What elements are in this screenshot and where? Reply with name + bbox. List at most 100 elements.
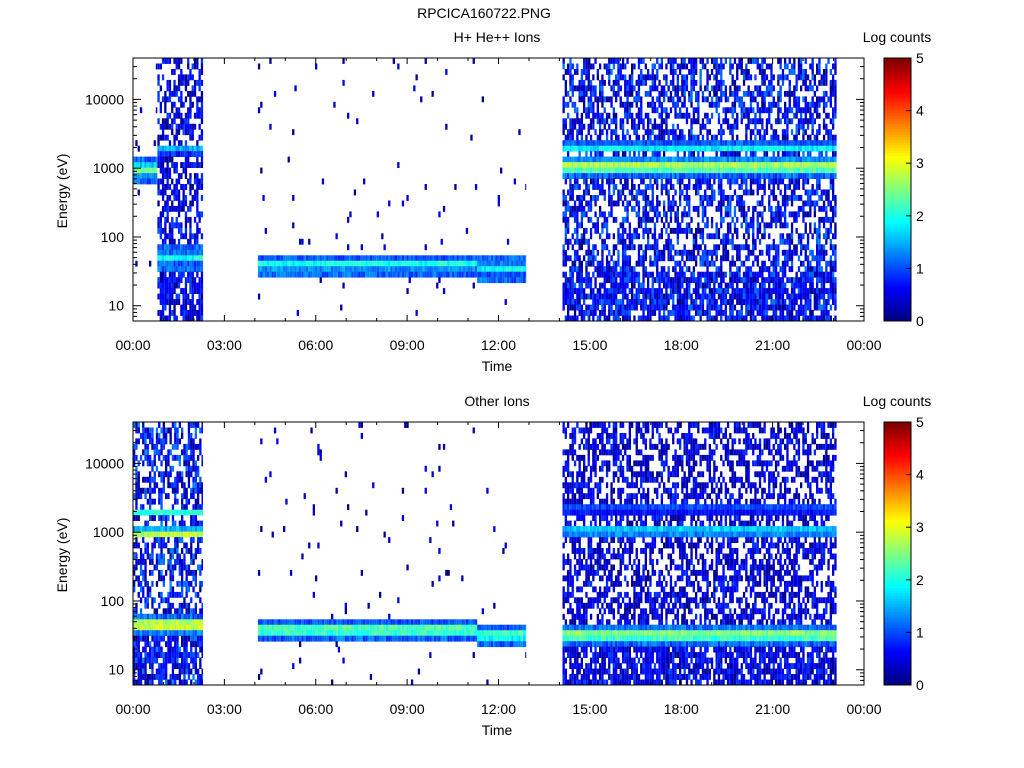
spectrogram-cell	[800, 140, 803, 147]
spectrogram-cell	[175, 85, 178, 92]
spectrogram-cell	[724, 299, 727, 305]
spectrogram-cell	[497, 277, 500, 284]
spectrogram-cell	[187, 118, 190, 125]
spectrogram-cell	[580, 85, 583, 92]
spectrogram-cell	[818, 79, 821, 86]
spectrogram-cell	[287, 255, 290, 262]
spectrogram-cell	[564, 118, 567, 125]
spectrogram-cell	[726, 151, 730, 157]
spectrogram-cell	[180, 145, 183, 152]
spectrogram-cell	[788, 151, 791, 157]
spectrogram-cell	[335, 271, 338, 278]
spectrogram-cell	[747, 156, 750, 163]
spectrogram-cell	[704, 282, 707, 289]
spectrogram-cell	[649, 167, 652, 174]
spectrogram-cell	[182, 151, 185, 157]
spectrogram-cell	[804, 222, 807, 229]
spectrogram-cell	[619, 271, 622, 278]
spectrogram-cell	[589, 173, 593, 179]
spectrogram-cell	[793, 304, 796, 311]
spectrogram-cell	[804, 200, 807, 207]
spectrogram-cell	[701, 140, 705, 147]
spectrogram-cell	[822, 271, 826, 278]
spectrogram-cell	[189, 304, 192, 311]
spectrogram-cell	[715, 227, 718, 234]
spectrogram-cell	[765, 277, 769, 284]
spectrogram-cell	[708, 145, 711, 152]
spectrogram-cell	[706, 69, 709, 75]
spectrogram-cell	[180, 304, 183, 311]
spectrogram-cell	[669, 211, 673, 218]
spectrogram-cell	[601, 90, 604, 97]
spectrogram-cell	[599, 79, 602, 86]
spectrogram-cell	[189, 200, 192, 207]
panel-title: H+ He++ Ions	[454, 29, 541, 45]
spectrogram-cell	[394, 260, 398, 267]
spectrogram-cell	[153, 162, 156, 168]
spectrogram-cell	[729, 266, 732, 273]
spectrogram-cell	[649, 118, 652, 125]
spectrogram-cell	[562, 249, 565, 256]
spectrogram-cell	[674, 266, 677, 273]
spectrogram-cell	[704, 244, 707, 251]
spectrogram-cell	[601, 189, 604, 196]
spectrogram-cell	[619, 85, 622, 92]
spectrogram-cell	[592, 63, 595, 70]
spectrogram-cell	[564, 101, 567, 108]
spectrogram-cell	[763, 134, 766, 141]
spectrogram-cell	[777, 249, 780, 256]
spectrogram-cell	[484, 260, 487, 267]
spectrogram-cell	[820, 162, 823, 168]
spectrogram-cell	[196, 288, 199, 294]
spectrogram-cell	[683, 63, 686, 70]
spectrogram-cell	[605, 293, 609, 300]
spectrogram-cell	[781, 238, 785, 245]
spectrogram-cell	[585, 63, 588, 70]
spectrogram-cell	[793, 173, 796, 179]
spectrogram-cell	[710, 184, 714, 190]
spectrogram-cell	[793, 184, 796, 190]
spectrogram-cell	[562, 145, 565, 152]
spectrogram-cell	[137, 189, 140, 196]
spectrogram-cell	[660, 156, 663, 163]
spectrogram-cell	[587, 260, 590, 267]
spectrogram-cell	[793, 96, 796, 103]
spectrogram-cell	[180, 249, 183, 256]
spectrogram-cell	[690, 304, 693, 311]
spectrogram-cell	[157, 184, 160, 190]
spectrogram-cell	[765, 167, 769, 174]
spectrogram-cell	[786, 222, 789, 229]
spectrogram-cell	[564, 277, 567, 284]
spectrogram-cell	[133, 173, 136, 179]
spectrogram-cell	[704, 195, 707, 201]
spectrogram-cell	[500, 260, 503, 267]
spectrogram-cell	[594, 244, 597, 251]
spectrogram-cell	[822, 205, 826, 212]
spectrogram-cell	[426, 271, 430, 278]
spectrogram-cell	[637, 167, 641, 174]
spectrogram-cell	[761, 216, 764, 223]
spectrogram-cell	[651, 189, 654, 196]
spectrogram-cell	[585, 140, 588, 147]
spectrogram-cell	[198, 151, 201, 157]
spectrogram-cell	[797, 69, 801, 75]
spectrogram-cell	[676, 79, 679, 86]
spectrogram-cell	[722, 310, 725, 316]
spectrogram-cell	[137, 178, 140, 185]
spectrogram-cell	[628, 151, 631, 157]
spectrogram-cell	[583, 107, 586, 114]
spectrogram-cell	[683, 96, 686, 103]
spectrogram-cell	[692, 255, 695, 262]
spectrogram-cell	[592, 288, 595, 294]
spectrogram-cell	[701, 216, 705, 223]
spectrogram-cell	[740, 310, 743, 316]
spectrogram-cell	[187, 216, 190, 223]
spectrogram-cell	[818, 156, 821, 163]
spectrogram-cell	[720, 195, 723, 201]
spectrogram-cell	[740, 162, 743, 168]
spectrogram-cell	[603, 271, 606, 278]
spectrogram-cell	[754, 167, 757, 174]
spectrogram-cell	[715, 58, 718, 64]
spectrogram-cell	[781, 112, 785, 119]
